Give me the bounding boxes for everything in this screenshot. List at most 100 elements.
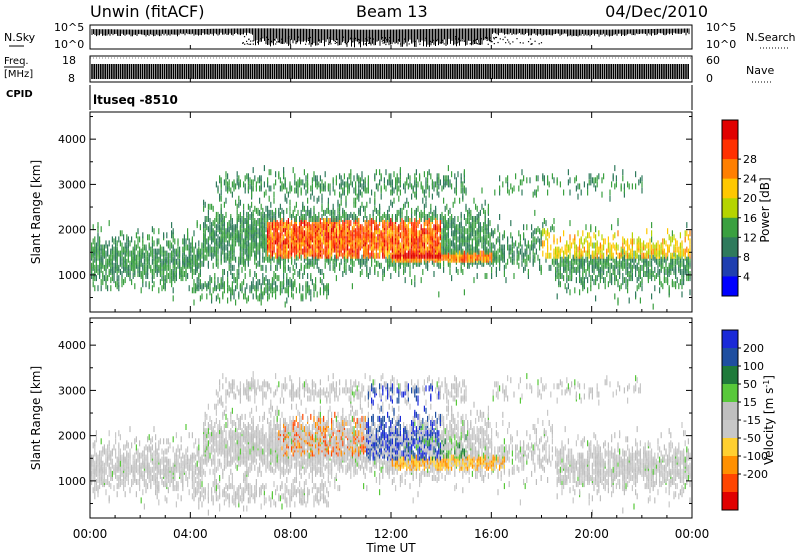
echo-cell	[104, 245, 105, 251]
echo-cell	[216, 230, 217, 236]
echo-cell	[145, 245, 146, 251]
echo-cell	[347, 190, 348, 196]
echo-cell	[272, 210, 273, 216]
echo-cell	[289, 181, 290, 187]
noise-search-point	[435, 40, 436, 41]
echo-cell	[259, 186, 260, 192]
echo-cell	[339, 263, 340, 269]
echo-cell	[400, 222, 401, 228]
echo-cell	[496, 238, 497, 244]
echo-cell	[104, 275, 105, 281]
echo-cell	[107, 275, 108, 281]
noise-search-point	[311, 43, 312, 44]
echo-cell	[505, 277, 506, 283]
echo-cell	[427, 171, 428, 177]
echo-cell	[533, 243, 534, 249]
echo-cell	[507, 188, 508, 194]
noise-search-point	[335, 41, 336, 42]
echo-cell	[385, 234, 386, 240]
noise-search-point	[344, 42, 345, 43]
echo-cell	[441, 234, 442, 240]
echo-cell	[438, 224, 439, 230]
echo-cell	[619, 265, 620, 271]
echo-cell	[224, 281, 225, 287]
echo-cell	[565, 257, 566, 263]
echo-cell	[235, 224, 236, 230]
echo-cell	[629, 263, 630, 269]
echo-cell	[224, 253, 225, 259]
echo-cell	[323, 249, 324, 255]
echo-cell	[214, 230, 215, 236]
echo-cell	[597, 175, 598, 181]
echo-cell	[605, 277, 606, 283]
echo-cell	[293, 265, 294, 271]
echo-cell	[341, 175, 342, 181]
echo-cell	[584, 277, 585, 283]
echo-cell	[144, 259, 145, 265]
echo-cell	[457, 216, 458, 222]
echo-cell	[216, 295, 217, 301]
echo-cell	[525, 249, 526, 255]
echo-cell	[352, 283, 353, 289]
echo-cell	[443, 216, 444, 222]
echo-cell	[219, 214, 220, 220]
echo-cell	[249, 177, 250, 183]
echo-cell	[496, 267, 497, 273]
echo-cell	[421, 277, 422, 283]
echo-cell	[592, 275, 593, 281]
echo-cell	[467, 243, 468, 249]
echo-cell	[622, 243, 623, 249]
echo-cell	[160, 263, 161, 269]
echo-cell	[257, 177, 258, 183]
noise-search-point	[248, 44, 249, 45]
echo-cell	[107, 259, 108, 265]
echo-cell	[230, 214, 231, 220]
echo-cell	[467, 210, 468, 216]
noise-search-point	[333, 40, 334, 41]
echo-cell	[435, 206, 436, 212]
echo-cell	[267, 257, 268, 263]
echo-cell	[443, 267, 444, 273]
echo-cell	[121, 243, 122, 249]
echo-cell	[109, 240, 110, 246]
echo-cell	[169, 253, 170, 259]
echo-cell	[293, 293, 294, 299]
echo-cell	[379, 249, 380, 255]
echo-cell	[158, 265, 159, 271]
echo-cell	[257, 218, 258, 224]
echo-cell	[285, 194, 286, 200]
noise-search-point	[370, 43, 371, 44]
program-label: ltuseq -8510	[93, 93, 178, 107]
echo-cell	[259, 210, 260, 216]
echo-cell	[225, 212, 226, 218]
echo-cell	[446, 220, 447, 226]
echo-cell	[285, 302, 286, 308]
echo-cell	[198, 273, 199, 279]
echo-cell	[379, 228, 380, 234]
echo-cell	[237, 216, 238, 222]
echo-cell	[197, 249, 198, 255]
echo-cell	[144, 245, 145, 251]
echo-cell	[249, 183, 250, 189]
echo-cell	[464, 214, 465, 220]
echo-cell	[374, 265, 375, 271]
echo-cell	[118, 281, 119, 287]
echo-cell	[368, 220, 369, 226]
echo-cell	[275, 265, 276, 271]
echo-cell	[582, 230, 583, 236]
echo-cell	[221, 190, 222, 196]
echo-cell	[584, 267, 585, 273]
echo-cell	[313, 206, 314, 212]
echo-cell	[377, 183, 378, 189]
echo-cell	[461, 212, 462, 218]
echo-cell	[453, 218, 454, 224]
echo-cell	[523, 253, 524, 259]
echo-cell	[499, 255, 500, 261]
echo-cell	[422, 228, 423, 234]
echo-cell	[489, 232, 490, 238]
echo-cell	[176, 249, 177, 255]
echo-cell	[248, 204, 249, 210]
echo-cell	[230, 222, 231, 228]
echo-cell	[541, 230, 542, 236]
